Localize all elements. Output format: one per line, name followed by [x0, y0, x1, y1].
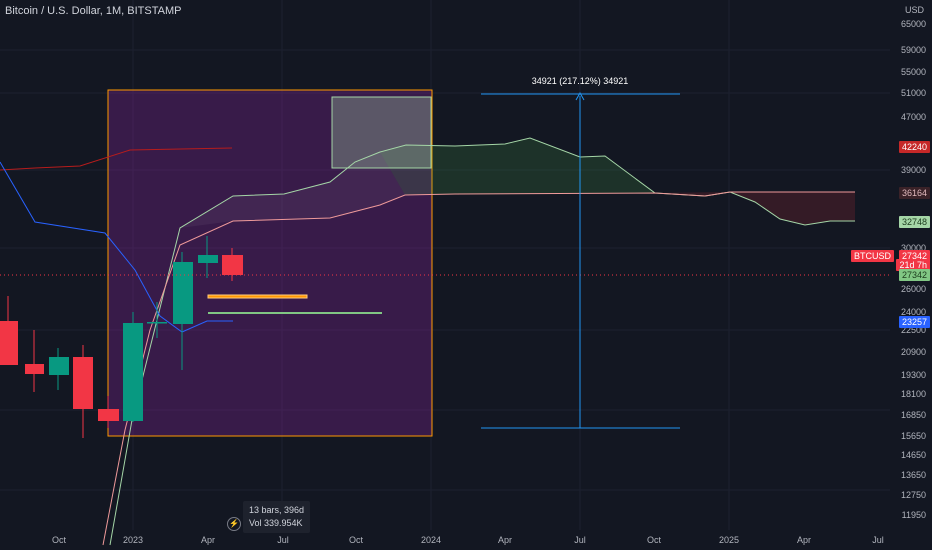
price-level: 59000 [900, 45, 926, 55]
currency-label: USD [904, 5, 924, 15]
candle [173, 252, 193, 370]
time-label: 2024 [420, 535, 442, 545]
time-label: Jul [574, 535, 586, 545]
price-tag-kijun: 23257 [898, 316, 930, 328]
kumo-cloud-early [180, 152, 405, 228]
price-level: 19300 [900, 370, 926, 380]
price-level: 26000 [900, 284, 926, 294]
orange-level-box[interactable] [207, 294, 308, 299]
price-level: 12750 [900, 490, 926, 500]
volume-text: Vol 339.954K [249, 518, 303, 528]
candle [73, 345, 93, 438]
kumo-cloud-green [380, 138, 655, 195]
price-level: 30000 [900, 243, 926, 253]
time-label: Apr [796, 535, 812, 545]
kumo-cloud-red [655, 192, 855, 225]
price-level: 51000 [900, 88, 926, 98]
time-label: Oct [646, 535, 662, 545]
price-level: 22500 [900, 325, 926, 335]
time-label: Apr [200, 535, 216, 545]
price-level: 15650 [900, 431, 926, 441]
price-level: 13650 [900, 470, 926, 480]
time-label: Oct [51, 535, 67, 545]
price-level: 18100 [900, 389, 926, 399]
senkou-span-b [102, 191, 855, 546]
grid [0, 0, 890, 530]
time-label: Jul [872, 535, 884, 545]
candle [123, 312, 143, 422]
kijun-line [0, 161, 233, 333]
time-label: Oct [348, 535, 364, 545]
lightning-icon[interactable]: ⚡ [227, 517, 241, 531]
price-level: 11950 [901, 510, 926, 520]
price-level: 24000 [900, 307, 926, 317]
price-tag-span-a: 32748 [898, 216, 930, 228]
price-level: 39000 [900, 165, 926, 175]
price-level: 55000 [900, 67, 926, 77]
candle [49, 348, 69, 390]
measure-label: 34921 (217.12%) 34921 [531, 76, 629, 86]
candle [147, 302, 167, 338]
price-level: 47000 [900, 112, 926, 122]
countdown-tag: 21d 7h [896, 259, 930, 271]
price-range-measure[interactable] [481, 91, 680, 429]
date-range-box[interactable] [107, 89, 433, 437]
range-info-box: 13 bars, 396d Vol 339.954K [243, 501, 311, 533]
price-tag-level: 27342 [898, 269, 930, 281]
candle [0, 296, 18, 365]
price-tag-tenkan: 42240 [898, 141, 930, 153]
candles [0, 236, 243, 438]
time-label: Jul [277, 535, 289, 545]
price-tag-span-b: 36164 [898, 187, 930, 199]
candle [198, 236, 218, 278]
lagging-span [0, 147, 233, 171]
time-label: 2023 [122, 535, 144, 545]
time-label: Apr [497, 535, 513, 545]
price-level: 20900 [900, 347, 926, 357]
price-level: 16850 [900, 410, 926, 420]
price-level: 65000 [900, 19, 926, 29]
symbol-tag: BTCUSD [850, 250, 894, 262]
bars-count: 13 bars, 396d [249, 505, 305, 515]
highlight-zone [331, 96, 432, 169]
senkou-span-a [109, 137, 855, 546]
candle [98, 396, 119, 428]
chart-title: Bitcoin / U.S. Dollar, 1M, BITSTAMP [5, 5, 182, 17]
time-label: 2025 [718, 535, 740, 545]
price-level: 14650 [900, 450, 926, 460]
candle [25, 330, 44, 392]
